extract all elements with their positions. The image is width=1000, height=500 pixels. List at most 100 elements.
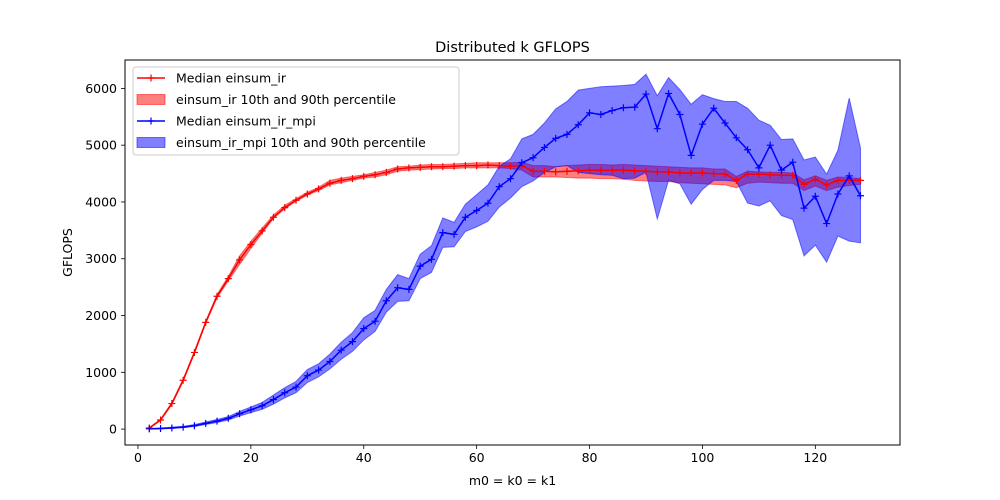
data-point-marker: [202, 318, 210, 326]
median-line-1: [148, 164, 861, 429]
data-point-marker: [721, 119, 729, 127]
data-point-marker: [529, 154, 537, 162]
data-point-marker: [721, 170, 729, 178]
data-point-marker: [405, 164, 413, 172]
data-point-marker: [484, 199, 492, 207]
legend: Median einsum_ir einsum_ir 10th and 90th …: [132, 66, 460, 156]
data-point-marker: [642, 90, 650, 98]
data-point-marker: [371, 317, 379, 325]
data-point-marker: [653, 168, 661, 176]
data-point-marker: [608, 107, 616, 115]
data-point-marker: [326, 358, 334, 366]
data-point-marker: [766, 171, 774, 179]
axis-ticks: 0 20 40 60 80 100 120 0 1000 2000 3000 4000 5000 6000: [85, 81, 827, 465]
data-point-marker: [687, 169, 695, 177]
data-point-marker: [823, 220, 831, 228]
data-point-marker: [439, 229, 447, 237]
data-point-marker: [348, 175, 356, 183]
data-point-marker: [269, 213, 277, 221]
data-point-marker: [247, 241, 255, 249]
data-point-marker: [224, 275, 232, 283]
data-point-marker: [845, 172, 853, 180]
data-point-marker: [190, 422, 198, 430]
data-point-marker: [213, 417, 221, 425]
data-point-marker: [518, 159, 526, 167]
data-point-marker: [811, 192, 819, 200]
data-point-marker: [777, 166, 785, 174]
data-point-marker: [326, 179, 334, 187]
data-point-marker: [563, 130, 571, 138]
data-point-marker: [303, 190, 311, 198]
data-point-marker: [224, 414, 232, 422]
data-point-marker: [710, 170, 718, 178]
data-point-marker: [540, 167, 548, 175]
data-point-marker: [811, 175, 819, 183]
data-point-marker: [552, 168, 560, 176]
data-point-marker: [687, 151, 695, 159]
data-point-marker: [258, 227, 266, 235]
data-point-marker: [529, 167, 537, 175]
data-point-marker: [416, 262, 424, 270]
data-point-marker: [766, 141, 774, 149]
data-point-marker: [168, 424, 176, 432]
data-point-marker: [281, 204, 289, 212]
data-point-marker: [619, 166, 627, 174]
data-point-marker: [732, 134, 740, 142]
y-axis-label: GFLOPS: [60, 228, 75, 277]
data-point-marker: [619, 104, 627, 112]
data-point-marker: [540, 143, 548, 151]
median-line-2: [149, 92, 862, 430]
data-point-marker: [190, 348, 198, 356]
data-point-marker: [834, 190, 842, 198]
data-point-marker: [563, 167, 571, 175]
x-axis-label: m0 = k0 = k1: [469, 473, 556, 488]
data-point-marker: [552, 134, 560, 142]
data-point-marker: [665, 168, 673, 176]
data-point-marker: [236, 410, 244, 418]
data-point-marker: [157, 416, 165, 424]
percentile-band-2: [148, 73, 861, 430]
data-point-marker: [247, 406, 255, 414]
y-tick-label: 6000: [85, 81, 117, 96]
data-point-marker: [394, 284, 402, 292]
data-point-marker: [732, 176, 740, 184]
data-point-marker: [473, 206, 481, 214]
data-point-marker: [292, 383, 300, 391]
data-point-marker: [800, 180, 808, 188]
data-point-marker: [642, 167, 650, 175]
data-point-marker: [710, 104, 718, 112]
data-point-marker: [755, 164, 763, 172]
data-point-marker: [213, 292, 221, 300]
legend-label: Median einsum_ir: [176, 71, 287, 86]
data-point-marker: [303, 372, 311, 380]
data-point-marker: [236, 256, 244, 264]
legend-box: [132, 66, 460, 156]
data-point-marker: [484, 161, 492, 169]
x-tick-label: 60: [469, 450, 485, 465]
x-tick-label: 100: [691, 450, 715, 465]
x-tick-label: 120: [803, 450, 827, 465]
data-point-marker: [394, 165, 402, 173]
data-point-marker: [382, 297, 390, 305]
data-point-marker: [428, 255, 435, 263]
data-point-marker: [631, 167, 639, 175]
data-point-marker: [507, 162, 515, 170]
data-point-marker: [789, 171, 797, 179]
data-point-marker: [461, 162, 469, 170]
x-tick-label: 40: [356, 450, 372, 465]
data-point-marker: [168, 400, 176, 408]
data-point-marker: [179, 423, 187, 431]
data-point-marker: [574, 121, 582, 129]
data-point-marker: [597, 166, 605, 174]
data-point-marker: [665, 90, 673, 98]
data-point-marker: [495, 162, 503, 170]
data-point-marker: [856, 192, 864, 200]
data-point-marker: [382, 168, 390, 176]
data-point-marker: [258, 402, 266, 410]
data-point-marker: [428, 163, 435, 171]
data-point-marker: [698, 120, 706, 128]
data-point-marker: [608, 166, 616, 174]
data-point-marker: [631, 103, 639, 111]
data-point-marker: [653, 125, 661, 133]
